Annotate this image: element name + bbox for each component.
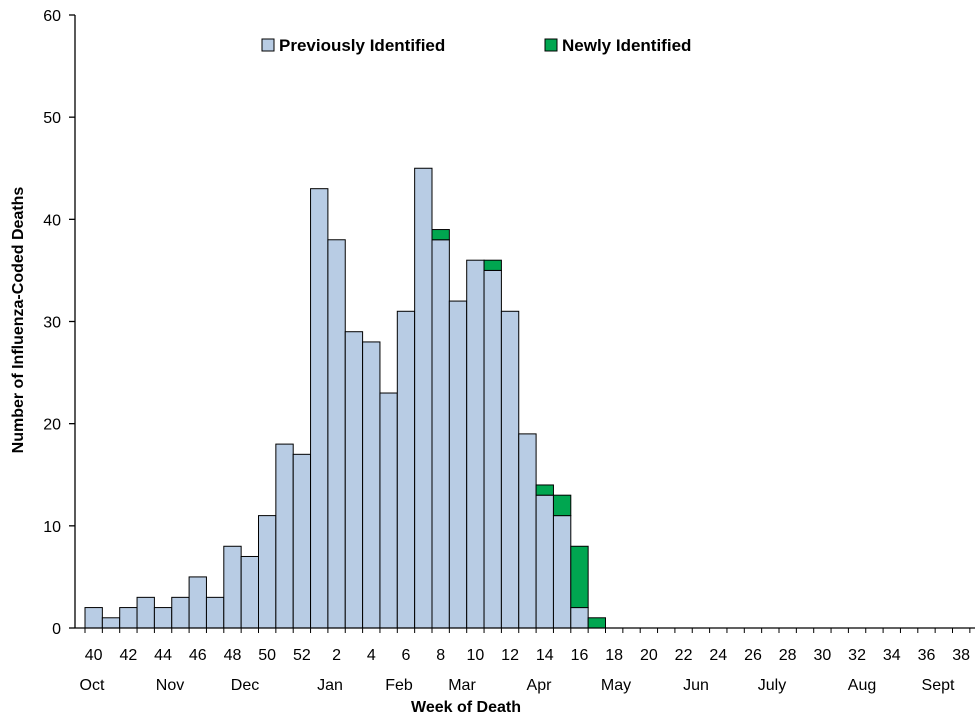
axes [74, 15, 975, 629]
bar-newly-identified-week-17 [587, 617, 607, 629]
bar-previously-identified-week-1 [310, 188, 329, 629]
bar-previously-identified-week-2 [327, 239, 346, 629]
x-week-label: 28 [779, 647, 797, 664]
y-tick-label: 40 [43, 212, 61, 229]
x-week-label: 4 [367, 647, 376, 664]
y-tick-label: 30 [43, 315, 61, 332]
bar-previously-identified-week-41 [101, 617, 121, 629]
bar-previously-identified-week-5 [379, 392, 398, 629]
x-month-label: Dec [231, 677, 259, 694]
bar-previously-identified-week-47 [205, 596, 225, 629]
bar-previously-identified-week-42 [119, 607, 138, 629]
x-week-label: 38 [952, 647, 970, 664]
x-month-label: Jun [683, 677, 709, 694]
y-tick-label: 50 [43, 110, 61, 127]
x-week-label: 16 [571, 647, 589, 664]
x-week-label: 12 [501, 647, 519, 664]
x-month-label: Jan [317, 677, 343, 694]
legend-swatch-previously-identified [261, 38, 275, 52]
legend-label-previously-identified: Previously Identified [279, 36, 445, 55]
bar-previously-identified-week-52 [292, 453, 312, 629]
x-week-label: 2 [332, 647, 341, 664]
x-week-label: 30 [813, 647, 831, 664]
bar-previously-identified-week-43 [136, 596, 155, 629]
x-month-label: May [601, 677, 631, 694]
x-week-label: 42 [119, 647, 137, 664]
bar-previously-identified-week-9 [448, 300, 468, 629]
x-week-label: 52 [293, 647, 311, 664]
bar-previously-identified-week-3 [344, 331, 364, 629]
x-week-label: 40 [85, 647, 103, 664]
x-week-label: 32 [848, 647, 866, 664]
bar-previously-identified-week-10 [466, 259, 485, 629]
x-axis-ticks [84, 628, 971, 633]
bar-previously-identified-week-8 [431, 239, 450, 629]
bar-newly-identified-week-14 [535, 484, 554, 496]
bar-previously-identified-week-14 [535, 494, 554, 629]
bar-previously-identified-week-7 [414, 167, 433, 629]
x-week-label: 6 [402, 647, 411, 664]
x-month-label: Oct [80, 677, 105, 694]
x-month-label: Sept [922, 677, 955, 694]
y-tick-label: 10 [43, 519, 61, 536]
bar-previously-identified-week-49 [240, 555, 259, 629]
bar-previously-identified-week-50 [258, 515, 277, 629]
x-month-labels: Oct Nov Dec Jan Feb Mar Apr May Jun July Aug Sept [80, 677, 955, 694]
x-week-label: 36 [918, 647, 936, 664]
y-axis-ticks: 0 10 20 30 40 50 60 [43, 8, 75, 638]
bar-previously-identified-week-45 [171, 596, 190, 629]
bar-previously-identified-week-15 [552, 515, 572, 629]
bar-previously-identified-week-46 [188, 576, 207, 629]
bar-previously-identified-week-6 [396, 310, 416, 629]
legend-swatch-newly-identified [544, 38, 558, 52]
x-month-label: Apr [527, 677, 553, 694]
bar-previously-identified-week-12 [500, 310, 520, 629]
bar-previously-identified-week-44 [153, 607, 173, 629]
legend-label-newly-identified: Newly Identified [562, 36, 691, 55]
x-week-label: 46 [189, 647, 207, 664]
x-month-label: Feb [385, 677, 413, 694]
x-week-label: 8 [436, 647, 445, 664]
bar-marks [84, 167, 607, 629]
x-month-label: Mar [448, 677, 476, 694]
bar-newly-identified-week-8 [431, 229, 450, 241]
y-axis-title: Number of Influenza-Coded Deaths [10, 187, 27, 454]
bar-previously-identified-week-40 [84, 607, 103, 629]
x-week-label: 20 [640, 647, 658, 664]
bar-previously-identified-week-16 [570, 607, 589, 629]
bar-previously-identified-week-13 [518, 433, 537, 629]
x-week-label: 26 [744, 647, 762, 664]
x-week-label: 34 [883, 647, 901, 664]
x-month-label: Aug [848, 677, 876, 694]
bar-previously-identified-week-48 [223, 545, 242, 629]
x-week-label: 10 [466, 647, 484, 664]
x-week-label: 50 [258, 647, 276, 664]
y-tick-label: 20 [43, 417, 61, 434]
bar-newly-identified-week-15 [552, 494, 572, 517]
x-week-label: 24 [709, 647, 727, 664]
x-month-label: Nov [156, 677, 184, 694]
legend: Previously Identified Newly Identified [261, 36, 691, 55]
bar-previously-identified-week-11 [483, 269, 502, 629]
x-week-label: 44 [154, 647, 172, 664]
x-week-label: 48 [224, 647, 242, 664]
bar-previously-identified-week-4 [362, 341, 381, 629]
y-tick-label: 0 [52, 621, 61, 638]
y-tick-label: 60 [43, 8, 61, 25]
x-axis-title: Week of Death [411, 699, 521, 716]
bar-previously-identified-week-51 [275, 443, 294, 629]
bar-newly-identified-week-16 [570, 545, 589, 609]
bar-newly-identified-week-11 [483, 259, 502, 271]
x-week-label: 22 [675, 647, 693, 664]
x-month-label: July [758, 677, 786, 694]
x-week-label: 18 [605, 647, 623, 664]
x-week-label: 14 [536, 647, 554, 664]
x-week-tick-labels: 40 42 44 46 48 50 52 2 4 6 8 10 12 14 16 18 20 22 24 26 28 30… [85, 647, 970, 664]
